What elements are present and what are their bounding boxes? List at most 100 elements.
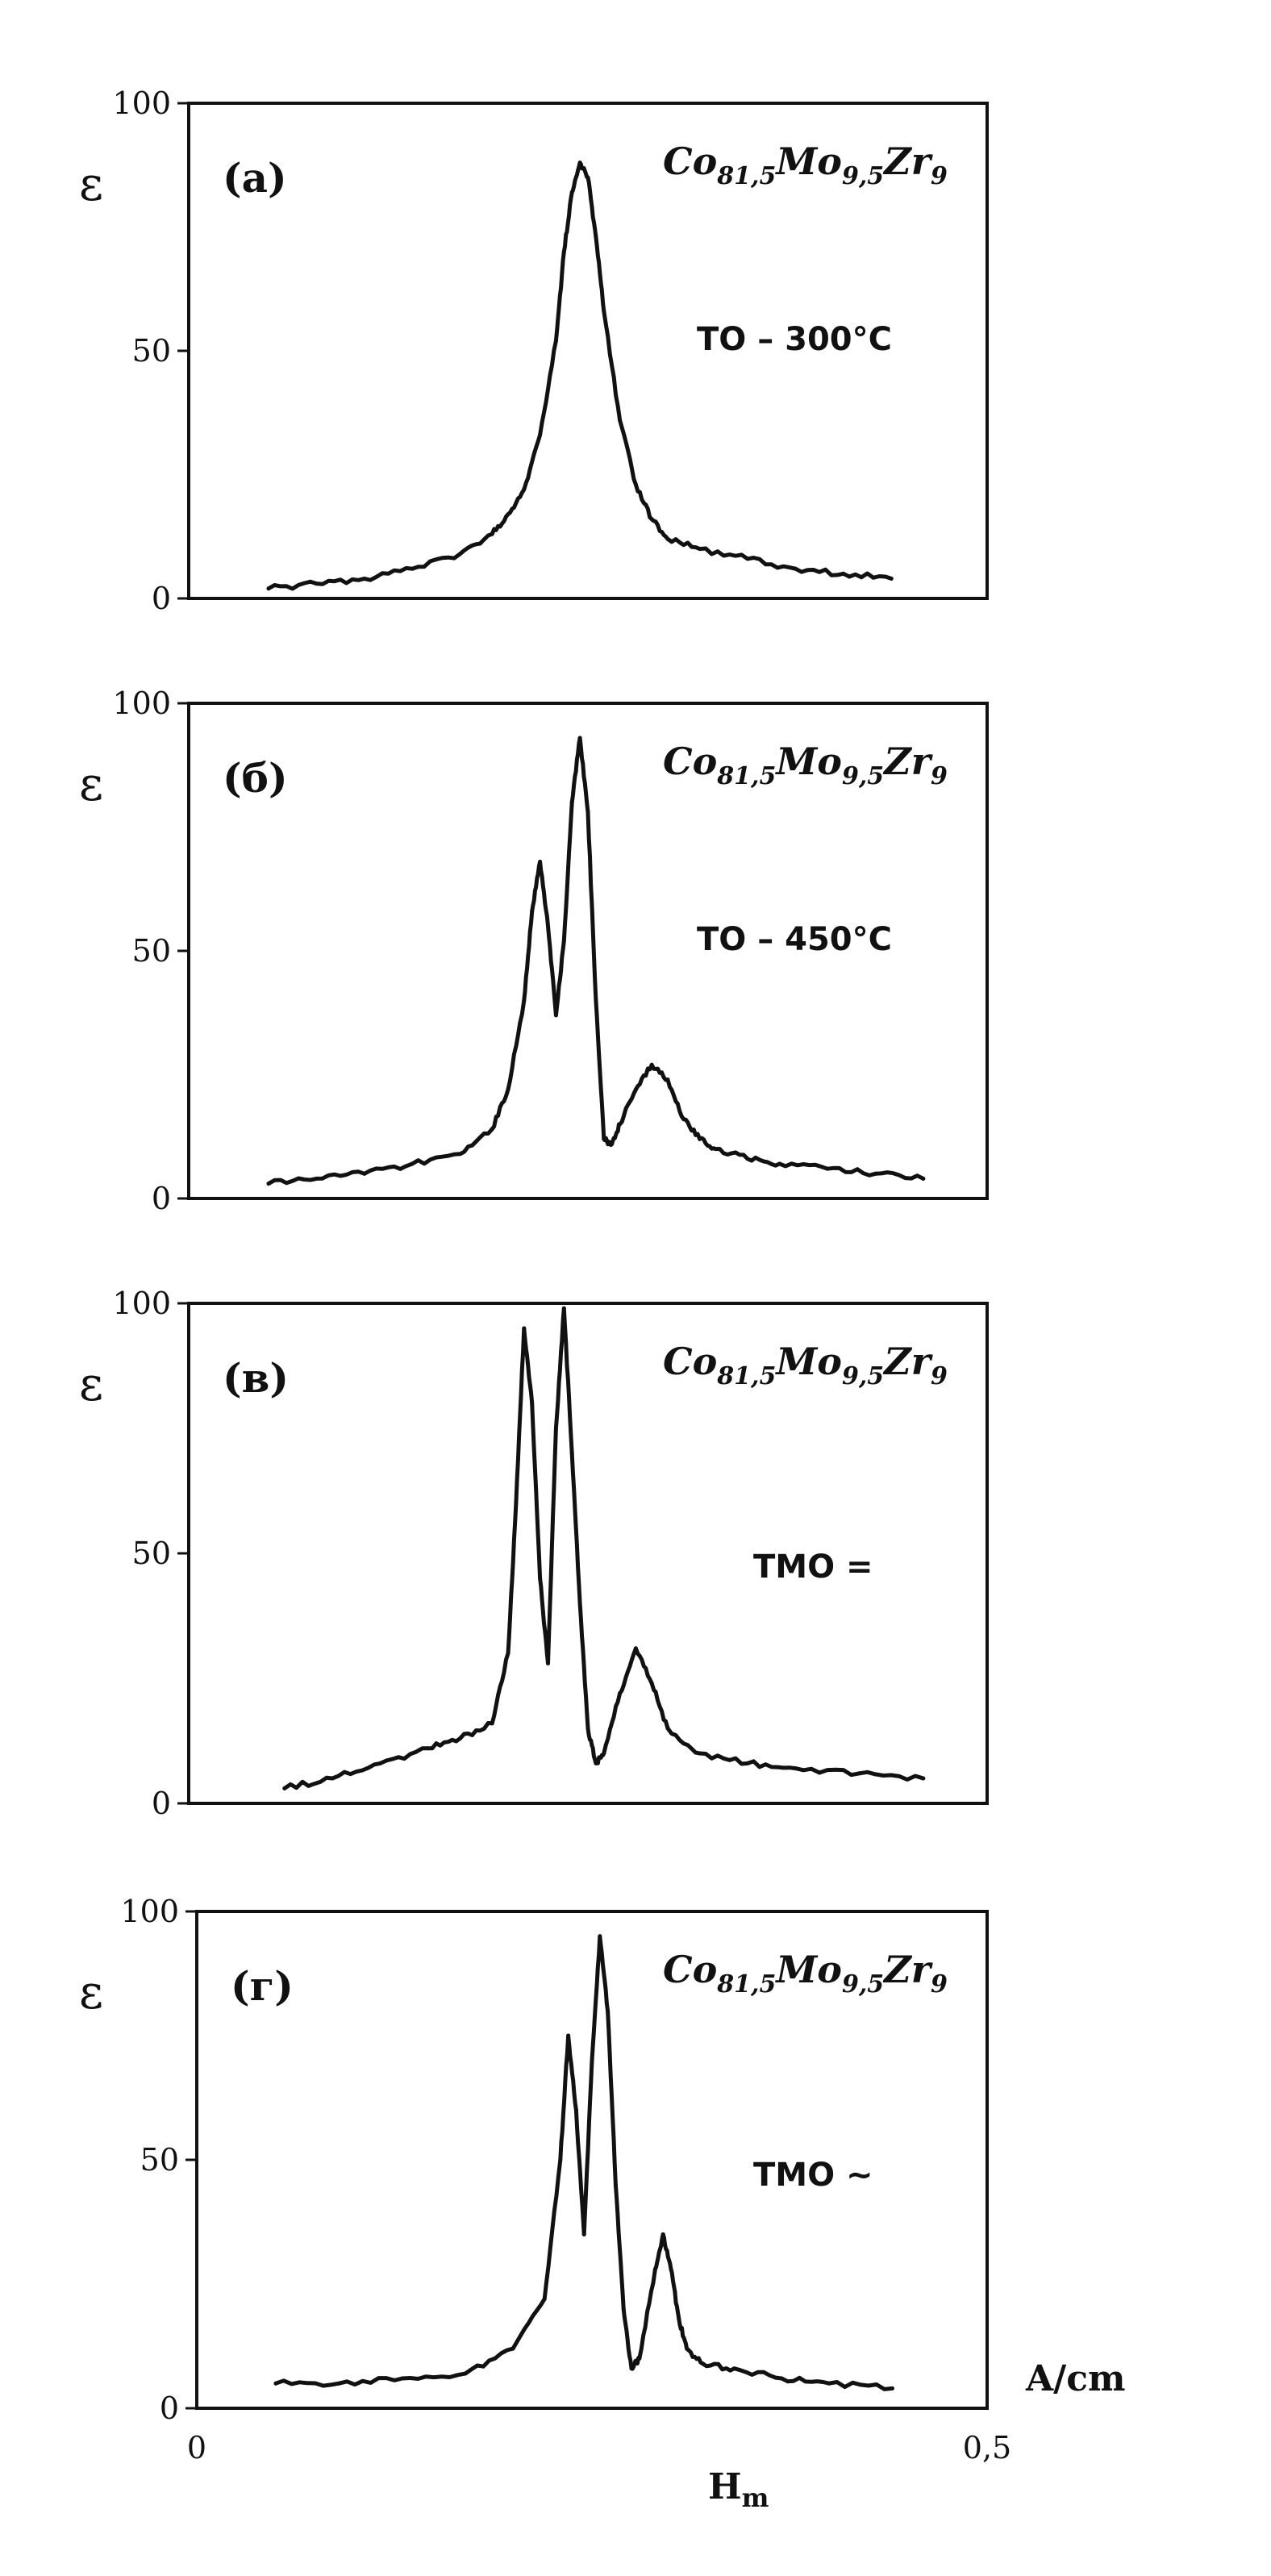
- data-point: [793, 566, 798, 571]
- data-point: [378, 1761, 383, 1765]
- formula-element: Zr: [882, 1948, 934, 1991]
- data-point: [777, 1161, 782, 1166]
- data-point: [606, 2008, 610, 2013]
- y-tick-label: 100: [120, 1894, 179, 1929]
- data-point: [530, 909, 535, 914]
- data-point: [921, 1776, 926, 1781]
- data-point: [602, 309, 606, 314]
- data-point: [621, 2307, 626, 2311]
- formula-subscript: 9: [931, 1362, 948, 1390]
- data-point: [553, 1426, 558, 1431]
- y-tick-label: 0: [160, 2391, 179, 2426]
- data-point: [410, 566, 415, 571]
- data-point: [573, 2107, 578, 2112]
- x-axis-label: Hm: [708, 2466, 769, 2513]
- data-point: [610, 1141, 615, 1146]
- x-tick-label: 0: [187, 2430, 206, 2466]
- data-point: [553, 339, 558, 344]
- data-point: [649, 517, 654, 522]
- data-point: [400, 2376, 405, 2381]
- x-axis-unit: A/cm: [1025, 2358, 1126, 2399]
- y-axis-label: ε: [79, 757, 103, 811]
- formula-element: Co: [663, 740, 717, 783]
- data-point: [665, 536, 670, 541]
- data-point: [490, 1127, 494, 1132]
- data-point: [577, 160, 582, 165]
- formula-subscript: 9,5: [842, 1362, 884, 1390]
- formula-subscript: 9: [931, 162, 948, 190]
- formula-subscript: 9: [931, 1970, 948, 1999]
- y-tick-label: 0: [152, 581, 171, 616]
- data-point: [266, 1182, 271, 1186]
- panel-label: (б): [223, 754, 288, 802]
- data-point: [857, 1771, 862, 1776]
- x-axis-label-sub: m: [742, 2482, 769, 2513]
- data-point: [490, 1721, 494, 1726]
- data-point: [522, 487, 527, 492]
- data-point: [825, 1166, 830, 1171]
- data-point: [506, 512, 510, 517]
- data-point: [629, 2366, 634, 2371]
- y-tick-label: 0: [152, 1786, 171, 1821]
- data-point: [362, 576, 367, 581]
- chart-panel-2: 0 50 100 ε (б) Co81,5Mo9,5Zr9 ТО – 450°С: [79, 686, 989, 1216]
- formula-element: Mo: [774, 1340, 842, 1383]
- treatment-label: ТМО =: [753, 1549, 873, 1586]
- data-point: [538, 859, 543, 864]
- data-point: [314, 1176, 319, 1181]
- panel-label: (а): [223, 154, 287, 202]
- formula-element: Mo: [774, 140, 842, 183]
- data-point: [542, 2296, 547, 2301]
- data-point: [577, 1601, 582, 1606]
- data-point: [336, 2381, 341, 2386]
- panel-label: (в): [223, 1354, 289, 1402]
- panel-label: (г): [231, 1962, 294, 2010]
- formula-element: Mo: [774, 1948, 842, 1991]
- chart-panel-3: 0 50 100 ε (в) Co81,5Mo9,5Zr9 ТМО =: [79, 1286, 989, 1821]
- data-point: [538, 1576, 543, 1581]
- data-point: [594, 1761, 598, 1765]
- data-point: [827, 2381, 831, 2386]
- data-point: [698, 547, 702, 552]
- formula-subscript: 9,5: [842, 1970, 884, 1999]
- formula-subscript: 9,5: [842, 162, 884, 190]
- data-point: [585, 810, 590, 815]
- x-tick-label: 0,5: [963, 2430, 1011, 2466]
- data-point: [569, 190, 574, 195]
- data-point: [665, 1726, 670, 1731]
- data-point: [553, 1013, 558, 1018]
- data-point: [538, 432, 543, 437]
- data-point: [665, 1078, 670, 1082]
- data-point: [677, 2316, 681, 2321]
- data-point: [649, 1062, 654, 1067]
- data-point: [410, 1161, 415, 1166]
- data-point: [698, 1751, 702, 1756]
- data-point: [506, 1087, 510, 1092]
- data-point: [698, 1136, 702, 1141]
- data-point: [713, 1147, 718, 1152]
- data-point: [362, 1171, 367, 1176]
- treatment-label: ТО – 300°С: [697, 321, 892, 358]
- data-point: [685, 2346, 690, 2351]
- data-point: [669, 2267, 673, 2272]
- data-point: [633, 1087, 638, 1092]
- data-point: [841, 571, 846, 576]
- data-line: [266, 736, 926, 1186]
- data-point: [594, 998, 598, 1002]
- data-point: [561, 1306, 566, 1311]
- data-point: [633, 482, 638, 487]
- formula-subscript: 9,5: [842, 762, 884, 790]
- formula-subscript: 81,5: [716, 1970, 776, 1999]
- data-point: [745, 1157, 750, 1161]
- data-point: [602, 1751, 606, 1756]
- data-point: [514, 1501, 519, 1506]
- data-point: [731, 2366, 736, 2371]
- data-point: [581, 2232, 586, 2236]
- data-point: [585, 175, 590, 180]
- y-axis-label: ε: [79, 156, 103, 211]
- alloy-formula: Co81,5Mo9,5Zr9: [663, 1340, 948, 1390]
- data-point: [594, 235, 598, 240]
- data-point: [546, 1661, 550, 1665]
